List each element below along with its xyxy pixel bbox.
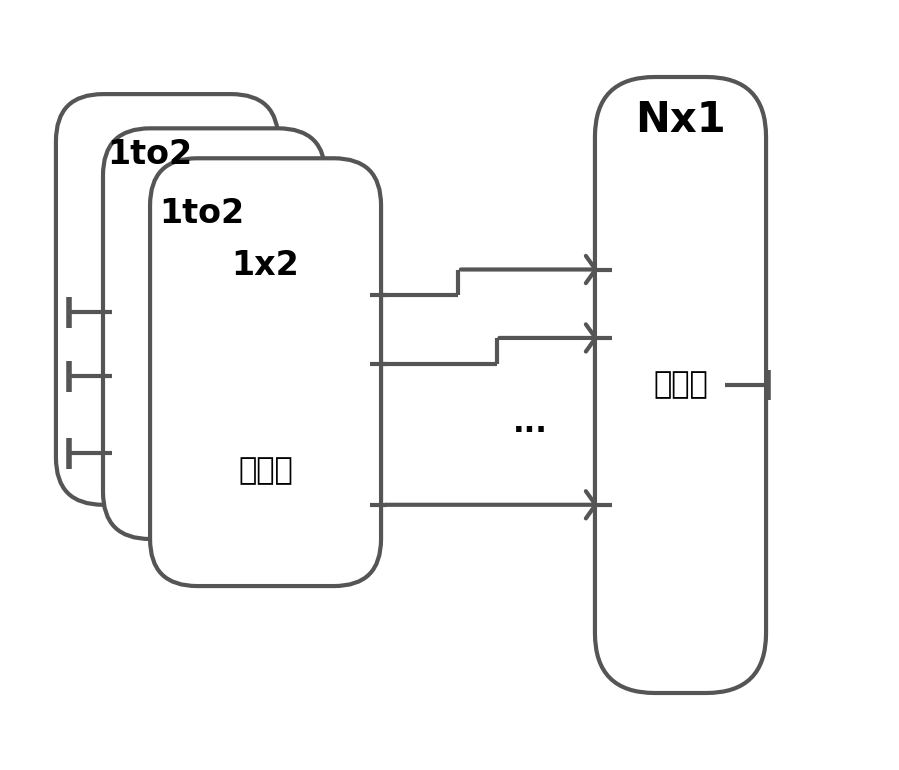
Text: 1to2: 1to2 (108, 138, 192, 170)
Text: 1to2: 1to2 (159, 197, 244, 230)
Text: Nx1: Nx1 (635, 99, 725, 141)
FancyBboxPatch shape (595, 77, 766, 693)
Text: 1x2: 1x2 (232, 249, 299, 282)
FancyBboxPatch shape (103, 129, 325, 539)
Text: ...: ... (513, 409, 548, 438)
Text: 分路器: 分路器 (238, 456, 293, 485)
Text: 合路器: 合路器 (654, 370, 708, 400)
FancyBboxPatch shape (56, 94, 279, 505)
FancyBboxPatch shape (150, 159, 381, 586)
